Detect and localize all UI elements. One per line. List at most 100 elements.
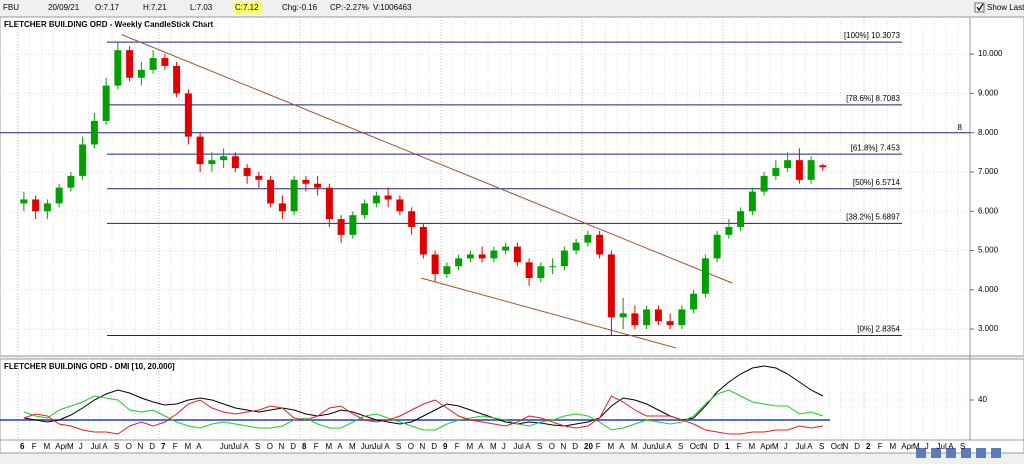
candle-body (231, 156, 239, 169)
x-tick-label: A (948, 442, 954, 451)
nav-button[interactable] (991, 448, 1001, 458)
x-tick-label: S (960, 442, 965, 451)
candle-body (431, 254, 439, 275)
fib-label: [50%] 6.5714 (853, 178, 901, 187)
x-tick-label: F (878, 442, 883, 451)
x-tick-label: F (455, 442, 460, 451)
show-last-checkbox[interactable] (974, 2, 985, 13)
x-tick-label: O (549, 442, 555, 451)
candle-body (666, 321, 674, 326)
x-tick-label: Jul (514, 442, 524, 451)
x-tick-label: N (420, 442, 426, 451)
x-tick-label: O (408, 442, 414, 451)
x-tick-label: M (772, 442, 779, 451)
candle-body (466, 254, 474, 259)
candle-body (20, 199, 28, 204)
nav-button[interactable] (976, 448, 986, 458)
candle-body (278, 203, 286, 212)
candle-body (384, 195, 392, 200)
candle-body (267, 179, 275, 204)
x-tick-label: S (255, 442, 260, 451)
candle-body (654, 309, 662, 322)
x-tick-label: N (702, 442, 708, 451)
candle-body (255, 175, 263, 180)
candle-body (173, 65, 181, 94)
x-tick-label: D (290, 442, 296, 451)
reference-label: 8 (958, 123, 963, 132)
x-tick-label: A (619, 442, 625, 451)
candle-body (819, 165, 827, 168)
candle-body (725, 226, 733, 235)
x-tick-label: J (784, 442, 788, 451)
y-tick-label: 4.000 (978, 285, 999, 294)
dmi-title: FLETCHER BUILDING ORD - DMI [10, 20.000] (4, 362, 175, 371)
y-tick-label: 10.000 (978, 49, 1003, 58)
x-tick-label: F (32, 442, 37, 451)
candle-body (760, 175, 768, 192)
x-tick-label: M (467, 442, 474, 451)
x-tick-label: N (138, 442, 144, 451)
candle-body (607, 254, 615, 318)
x-tick-label: A (196, 442, 202, 451)
candle-body (67, 175, 75, 188)
candle-body (208, 160, 216, 165)
x-tick-label: 7 (161, 442, 166, 451)
x-tick-label: 1 (725, 442, 730, 451)
candle-body (596, 234, 604, 255)
x-tick-label: A (478, 442, 484, 451)
x-tick-label: Jul (655, 442, 665, 451)
x-tick-label: M (185, 442, 192, 451)
candle-body (408, 211, 416, 227)
candle-body (502, 246, 510, 251)
x-tick-label: Oct (831, 442, 844, 451)
candle-body (90, 120, 98, 145)
candle-body (361, 203, 369, 216)
x-tick-label: N (279, 442, 285, 451)
fib-label: [78.6%] 8.7083 (846, 94, 900, 103)
candle-body (807, 160, 815, 180)
nav-button[interactable] (931, 448, 941, 458)
x-tick-label: M (44, 442, 51, 451)
x-tick-label: M (490, 442, 497, 451)
x-tick-label: D (713, 442, 719, 451)
x-tick-label: M (749, 442, 756, 451)
candle-body (537, 266, 545, 279)
fib-label: [0%] 2.8354 (857, 325, 900, 334)
candle-body (290, 179, 298, 212)
nav-button[interactable] (961, 448, 971, 458)
y-tick-label: 7.000 (978, 167, 999, 176)
x-axis-strip (0, 439, 1024, 454)
open: O:7.17 (95, 3, 120, 12)
candle-body (478, 254, 486, 259)
x-tick-label: Jun (361, 442, 374, 451)
candle-body (643, 309, 651, 326)
x-tick-label: A (337, 442, 343, 451)
x-tick-label: M (890, 442, 897, 451)
x-tick-label: Apr (901, 442, 914, 451)
nav-button[interactable] (946, 448, 956, 458)
x-tick-label: D (572, 442, 578, 451)
x-tick-label: Jul (937, 442, 947, 451)
candle-body (572, 242, 580, 251)
show-last-label[interactable]: Show Last (987, 3, 1024, 12)
x-tick-label: A (384, 442, 390, 451)
trend-line (121, 34, 733, 284)
candle-body (631, 313, 639, 326)
x-tick-label: N (561, 442, 567, 451)
x-tick-label: 20 (584, 442, 593, 451)
y-tick-label: 3.000 (978, 324, 999, 333)
x-tick-label: S (819, 442, 824, 451)
change-pct: CP:-2.27% (330, 3, 369, 12)
candle-body (184, 93, 192, 137)
x-tick-label: F (596, 442, 601, 451)
x-tick-label: D (854, 442, 860, 451)
candle-body (513, 246, 521, 263)
x-tick-label: A (243, 442, 249, 451)
candle-body (748, 191, 756, 212)
candle-body (560, 250, 568, 267)
nav-button[interactable] (916, 448, 926, 458)
close: C:7.12 (235, 3, 259, 12)
x-tick-label: Apr (760, 442, 773, 451)
fib-label: [61.8%] 7.453 (851, 143, 901, 152)
